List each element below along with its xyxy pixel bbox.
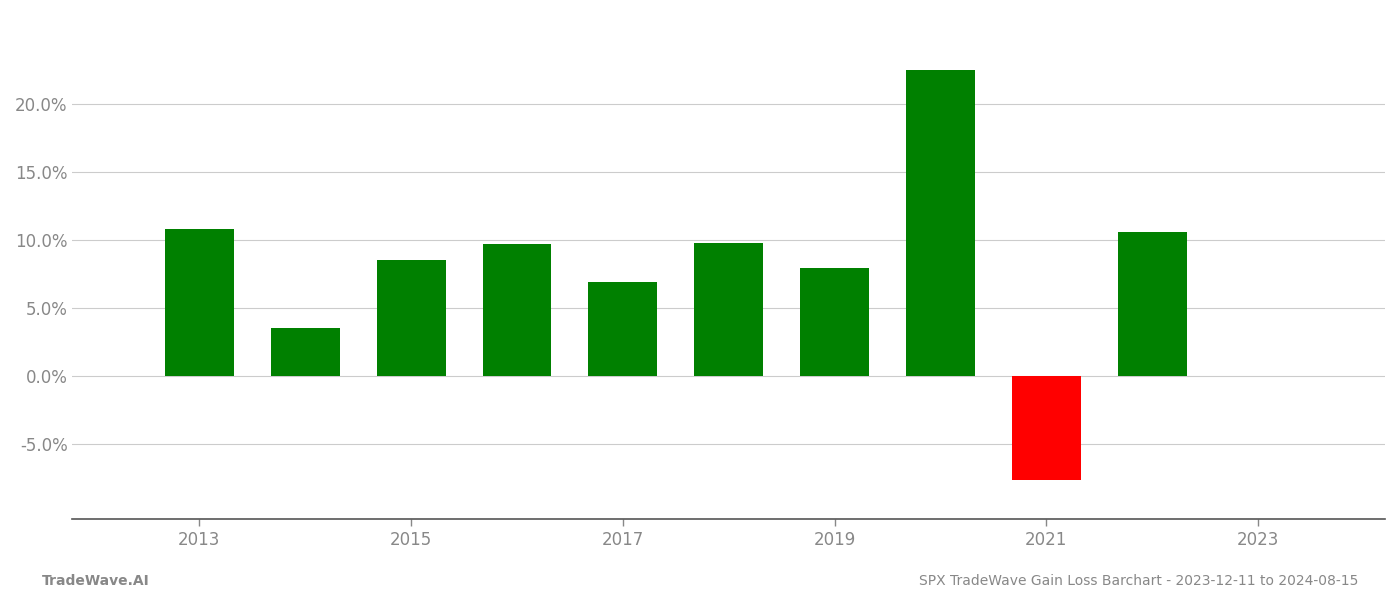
Bar xyxy=(483,244,552,376)
Bar xyxy=(270,328,340,376)
Bar xyxy=(1012,376,1081,479)
Bar xyxy=(694,242,763,376)
Bar xyxy=(906,70,974,376)
Bar xyxy=(588,282,657,376)
Bar xyxy=(801,268,869,376)
Bar xyxy=(1117,232,1187,376)
Text: TradeWave.AI: TradeWave.AI xyxy=(42,574,150,588)
Bar xyxy=(165,229,234,376)
Bar xyxy=(377,260,445,376)
Text: SPX TradeWave Gain Loss Barchart - 2023-12-11 to 2024-08-15: SPX TradeWave Gain Loss Barchart - 2023-… xyxy=(918,574,1358,588)
